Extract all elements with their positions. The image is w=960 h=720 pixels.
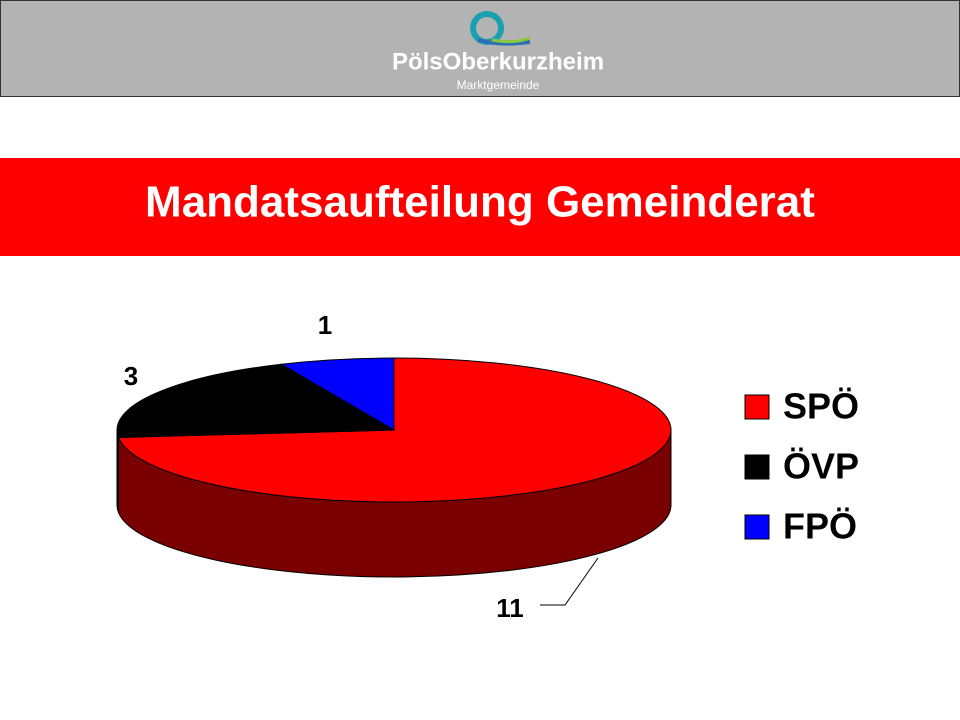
logo-title: PölsOberkurzheim [392, 48, 604, 75]
legend-swatch [744, 394, 770, 420]
chart-title: Mandatsaufteilung Gemeinderat [145, 178, 815, 227]
logo-icon [470, 11, 531, 46]
data-label: 3 [124, 361, 138, 391]
data-label: 1 [318, 310, 332, 340]
legend-label: FPÖ [783, 506, 857, 547]
legend-swatch [744, 514, 770, 540]
legend-swatch [744, 454, 770, 480]
logo-subtitle: Marktgemeinde [457, 78, 540, 92]
legend-label: SPÖ [783, 386, 859, 427]
pie-slice-side [116, 429, 120, 513]
data-label: 11 [496, 593, 524, 623]
pie-slice [116, 363, 396, 439]
pie-slice [279, 357, 395, 431]
title-banner [0, 158, 960, 256]
legend-label: ÖVP [783, 446, 859, 487]
leader-line [540, 557, 599, 606]
